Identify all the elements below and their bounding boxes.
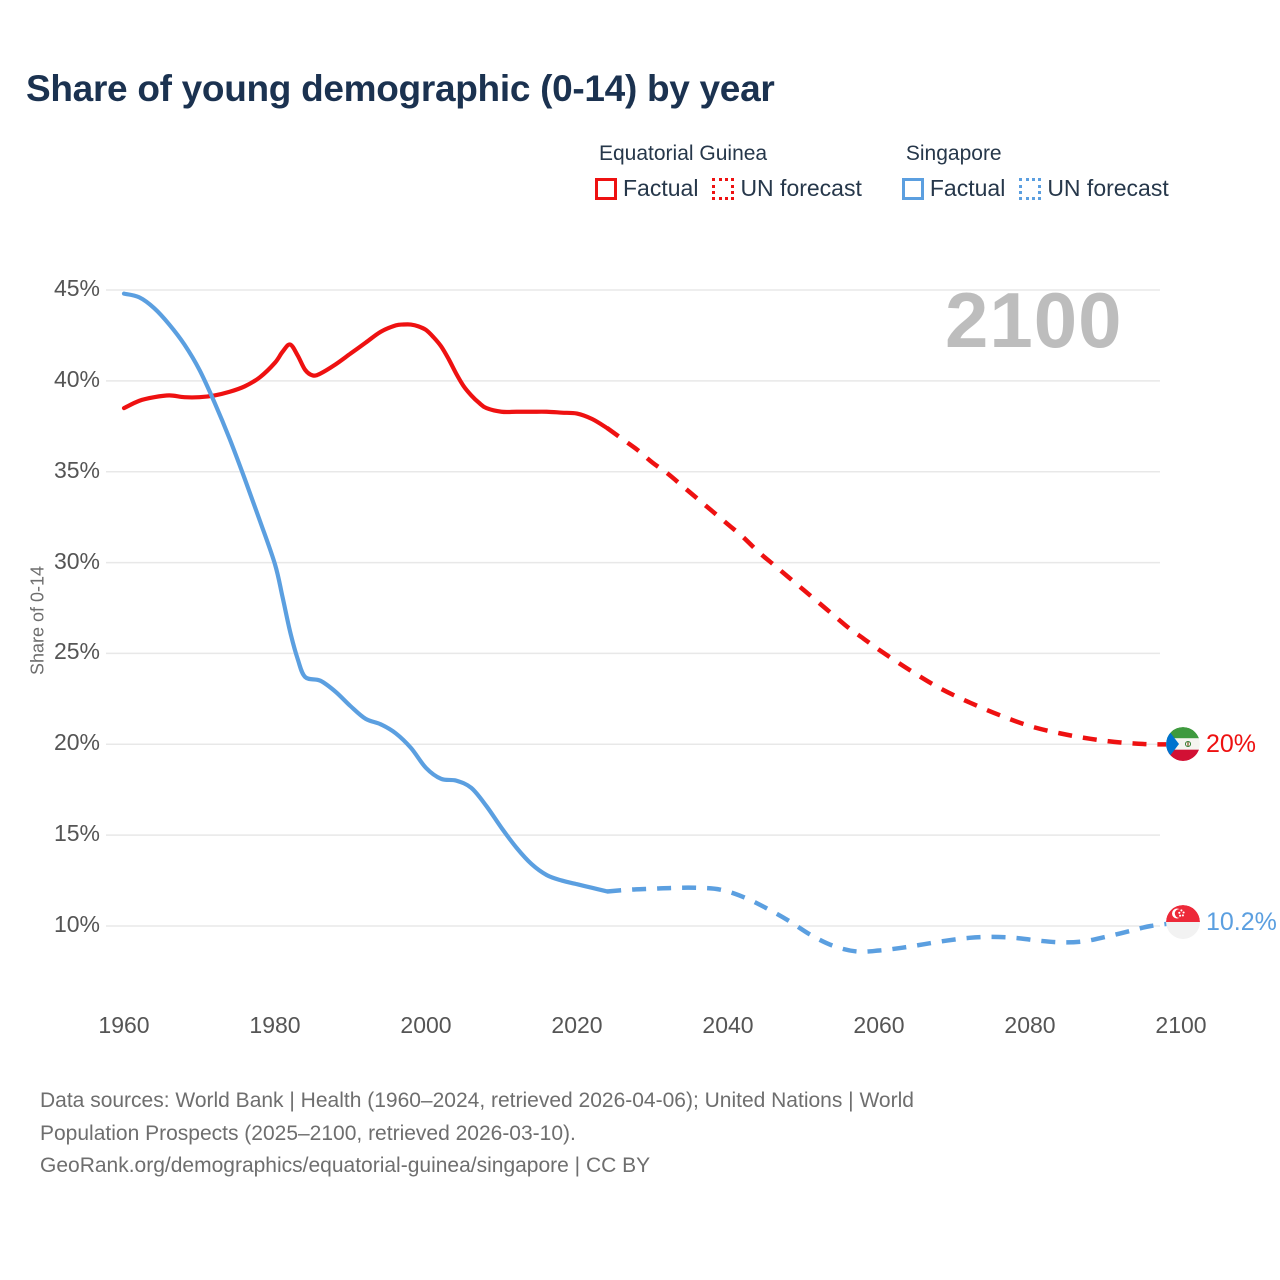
legend-item-sg-forecast[interactable]: UN forecast	[1019, 175, 1169, 202]
page-title: Share of young demographic (0-14) by yea…	[26, 68, 775, 109]
x-axis-tick-label: 2100	[1155, 1012, 1207, 1038]
end-value-equatorial-guinea: 20%	[1206, 729, 1257, 758]
y-axis-tick-label: 30%	[53, 547, 100, 574]
x-axis-tick-label: 2020	[551, 1012, 603, 1038]
footer: Data sources: World Bank | Health (1960–…	[40, 1085, 1240, 1183]
end-label-equatorial-guinea: 20%	[1166, 727, 1257, 762]
chart-legend: Equatorial Guinea Factual UN forecast Si…	[595, 142, 1169, 202]
legend-country-label: Equatorial Guinea	[599, 142, 768, 165]
legend-group-equatorial-guinea: Equatorial Guinea Factual UN forecast	[595, 142, 862, 202]
singapore-flag-icon	[1166, 905, 1200, 940]
series-line-singapore-forecast	[607, 885, 1182, 954]
series-group	[121, 291, 1182, 954]
footer-line-3: GeoRank.org/demographics/equatorial-guin…	[40, 1154, 651, 1178]
y-axis-tick-label: 40%	[53, 365, 100, 392]
y-axis-tick-label: 20%	[53, 729, 100, 756]
gridlines-group	[106, 289, 1160, 927]
y-axis-tick-label: 10%	[53, 911, 100, 937]
legend-item-label: UN forecast	[1047, 175, 1169, 201]
legend-item-label: Factual	[623, 175, 699, 201]
series-line-equatorial-guinea-forecast	[605, 426, 1182, 747]
line-chart-svg	[106, 289, 1182, 954]
legend-item-eq-factual[interactable]: Factual	[595, 175, 698, 202]
y-axis-tick-label: 25%	[53, 638, 100, 665]
x-axis-tick-label: 1980	[249, 1012, 301, 1038]
legend-group-singapore: Singapore Factual UN forecast	[901, 142, 1169, 202]
legend-country-label: Singapore	[905, 142, 1002, 165]
y-axis-tick-label: 35%	[53, 456, 100, 483]
solid-square-outline-icon	[901, 177, 924, 200]
y-axis-tick-label: 45%	[53, 275, 100, 301]
legend-item-label: UN forecast	[740, 175, 862, 201]
x-axis-tick-label: 2060	[853, 1012, 905, 1038]
legend-item-eq-forecast[interactable]: UN forecast	[712, 175, 862, 202]
x-axis-tick-label: 2040	[702, 1012, 754, 1038]
end-value-singapore: 10.2%	[1206, 907, 1277, 936]
footer-line-2: Population Prospects (2025–2100, retriev…	[40, 1121, 576, 1145]
series-line-equatorial-guinea-factual	[121, 322, 610, 431]
plot-area	[0, 250, 1280, 1050]
legend-item-sg-factual[interactable]: Factual	[901, 175, 1006, 202]
legend-item-label: Factual	[929, 175, 1006, 201]
y-axis-tick-label: 15%	[53, 820, 100, 847]
x-axis-tick-label: 1960	[98, 1012, 150, 1038]
series-line-singapore-factual	[121, 291, 610, 894]
dotted-square-outline-icon	[712, 177, 735, 200]
x-axis-tick-label: 2080	[1004, 1012, 1056, 1038]
solid-square-outline-icon	[595, 177, 617, 200]
footer-line-1: Data sources: World Bank | Health (1960–…	[40, 1089, 914, 1112]
x-axis-tick-label: 2000	[400, 1012, 452, 1038]
equatorial-guinea-flag-icon	[1166, 727, 1200, 762]
end-label-singapore: 10.2%	[1166, 905, 1277, 940]
dotted-square-outline-icon	[1019, 177, 1042, 200]
